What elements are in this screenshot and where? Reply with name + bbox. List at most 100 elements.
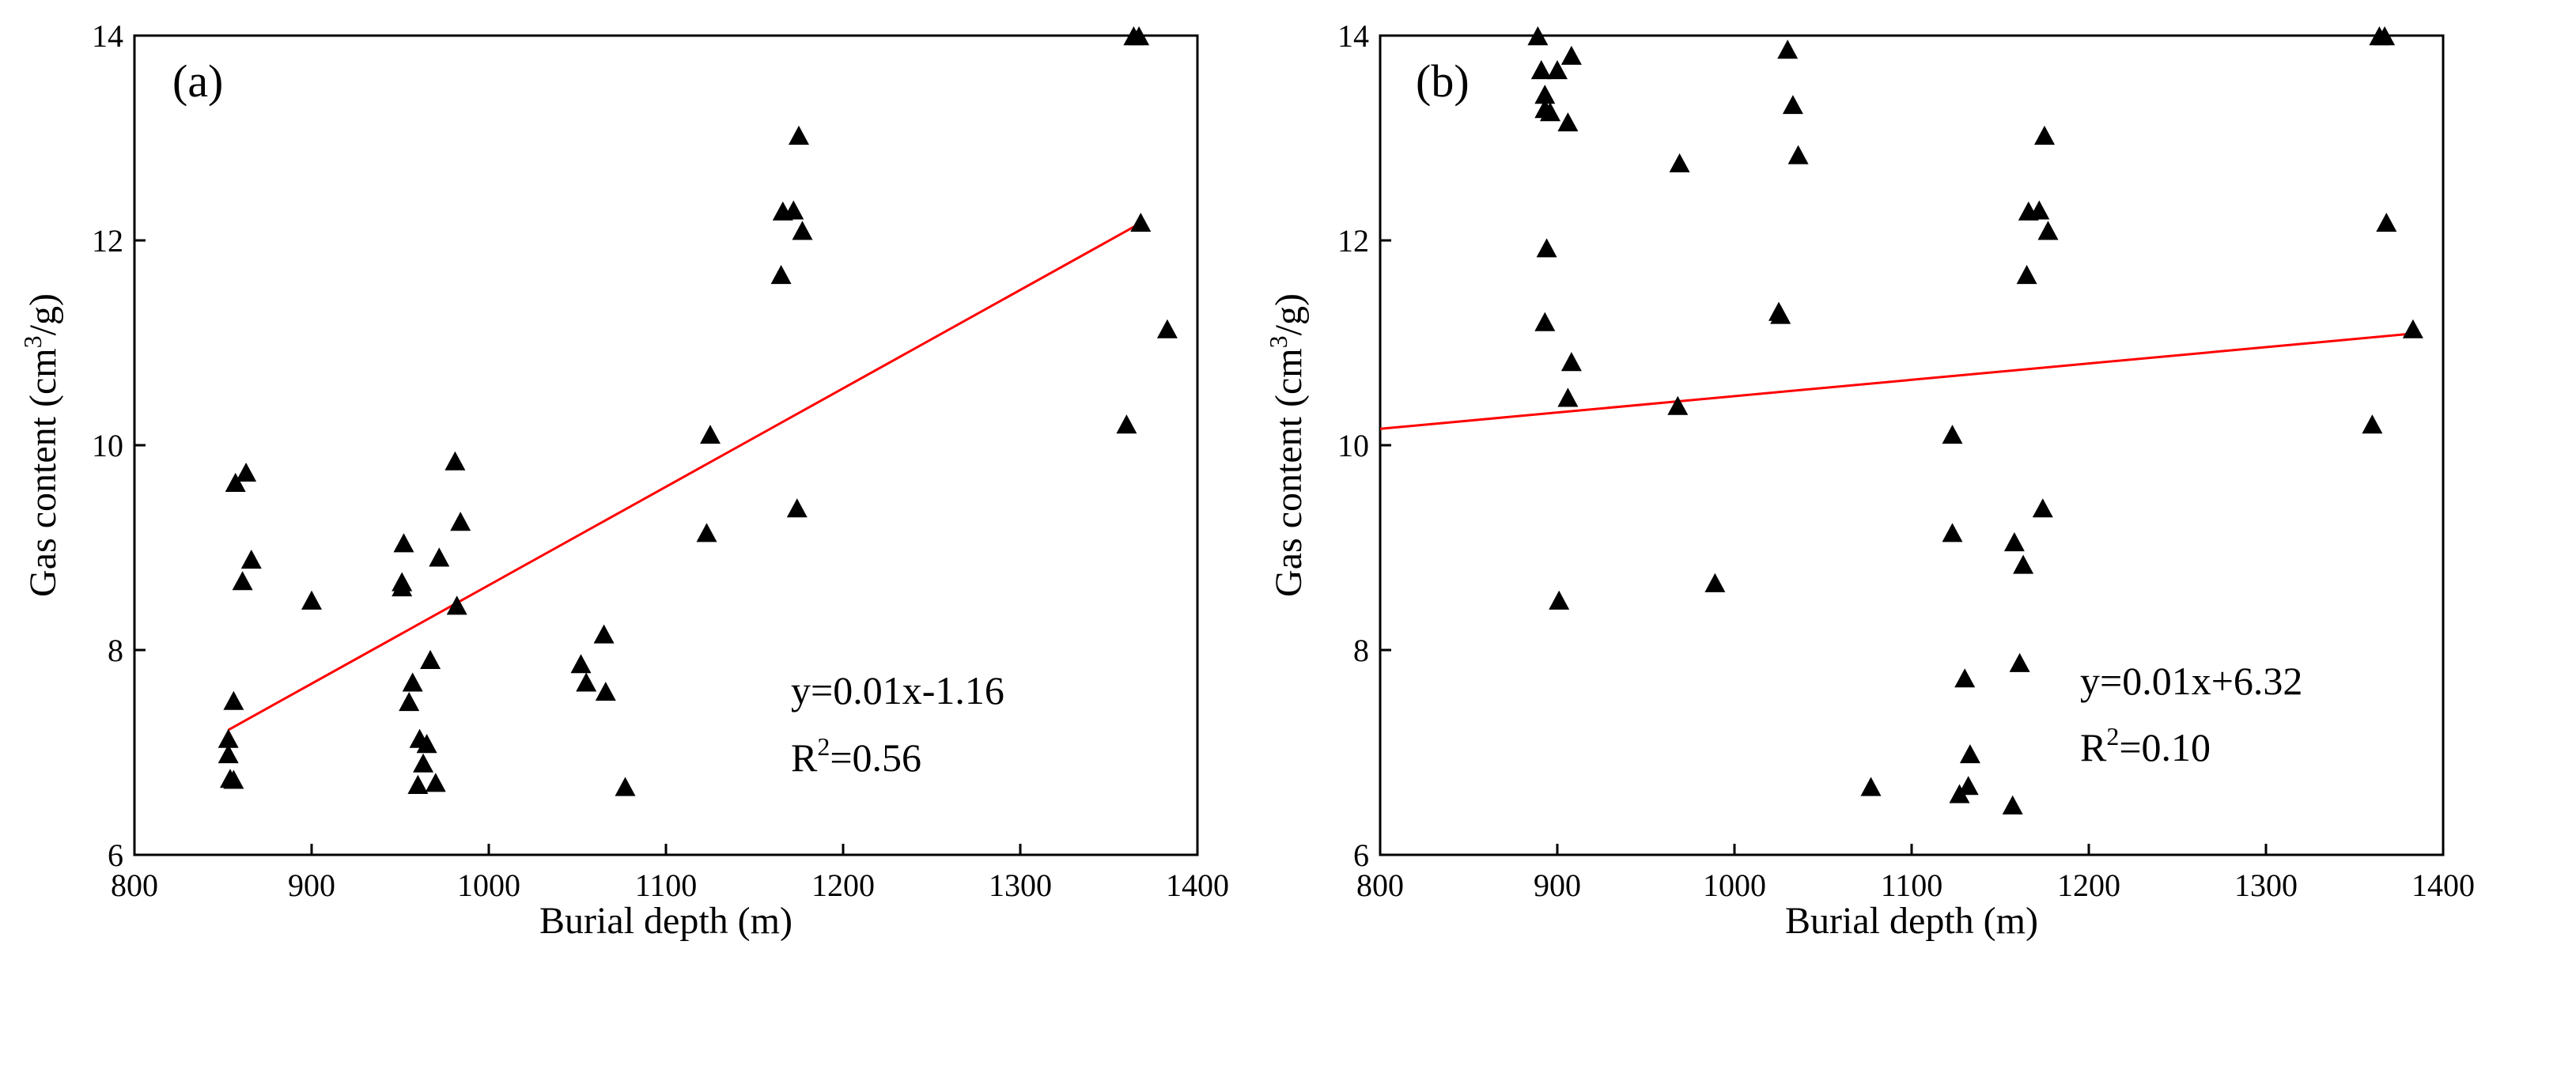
- x-tick-label: 900: [1534, 867, 1581, 903]
- data-point: [2034, 125, 2055, 145]
- data-point: [1557, 112, 1579, 132]
- r-squared-value: =0.10: [2119, 725, 2211, 769]
- y-tick-label: 10: [92, 428, 123, 463]
- data-point: [2362, 414, 2383, 434]
- data-point: [576, 672, 597, 692]
- data-point: [1669, 153, 1690, 172]
- data-point: [218, 728, 239, 748]
- data-point: [783, 200, 804, 220]
- data-point: [444, 451, 466, 471]
- data-point: [1777, 40, 1799, 59]
- r-squared-prefix: R: [791, 735, 818, 780]
- x-tick-label: 1400: [2411, 867, 2475, 903]
- data-point: [223, 690, 244, 710]
- data-point: [446, 595, 467, 615]
- data-point: [1116, 414, 1137, 434]
- data-point: [1527, 26, 1549, 46]
- data-point: [2013, 554, 2034, 574]
- data-point: [2016, 265, 2037, 285]
- data-point: [407, 774, 429, 794]
- y-axis-title: Gas content (cm3/g): [1264, 293, 1310, 597]
- data-point: [392, 572, 413, 592]
- data-point: [393, 533, 414, 553]
- data-point: [1530, 60, 1552, 80]
- data-point: [2029, 200, 2050, 220]
- data-point: [425, 773, 446, 792]
- panel-label: (b): [1416, 55, 1470, 107]
- data-point: [232, 571, 253, 591]
- data-point: [2037, 221, 2059, 240]
- y-tick-label: 6: [1353, 837, 1369, 873]
- r-squared-superscript: 2: [2106, 722, 2119, 750]
- r-squared-superscript: 2: [817, 732, 830, 761]
- data-point: [1860, 777, 1882, 796]
- x-axis-title: Burial depth (m): [1785, 900, 2038, 942]
- x-tick-label: 1000: [1703, 867, 1766, 903]
- data-point: [225, 472, 246, 492]
- data-point: [2402, 319, 2423, 338]
- x-tick-label: 1100: [1881, 867, 1943, 903]
- x-tick-label: 1300: [2234, 867, 2298, 903]
- data-point: [236, 463, 257, 482]
- data-point: [696, 523, 717, 542]
- data-point: [1560, 45, 1582, 65]
- data-point: [450, 512, 471, 531]
- data-point: [1156, 319, 1178, 338]
- data-point: [1770, 304, 1791, 324]
- data-point: [413, 753, 434, 773]
- y-axis-title-tail: /g): [1268, 293, 1310, 335]
- y-axis-title: Gas content (cm3/g): [18, 293, 64, 597]
- data-point: [429, 547, 450, 567]
- plot-area-frame: [1379, 34, 2445, 856]
- x-tick-label: 1000: [457, 867, 520, 903]
- data-point: [792, 221, 813, 240]
- data-point: [789, 125, 809, 145]
- data-point: [416, 734, 437, 754]
- fit-line-group: [1379, 332, 2414, 430]
- data-point: [1954, 668, 1976, 688]
- r-squared-label: R2=0.10: [2080, 722, 2211, 769]
- data-point: [2009, 652, 2030, 672]
- x-tick-label: 1100: [635, 867, 698, 903]
- y-tick-label: 8: [1353, 633, 1369, 668]
- data-point: [570, 654, 592, 674]
- x-axis-ticks: 800 900 1000 1100 1200 1300 1400: [1356, 844, 2475, 903]
- data-point: [1549, 590, 1570, 610]
- y-tick-label: 8: [108, 633, 123, 668]
- data-point: [1557, 387, 1579, 407]
- data-point: [1959, 744, 1980, 764]
- data-point: [1942, 425, 1963, 444]
- regression-equation: y=0.01x-1.16: [791, 668, 1004, 712]
- x-axis-ticks: 800 900 1000 1100 1200 1300 1400: [111, 844, 1229, 903]
- data-point: [1560, 352, 1582, 372]
- x-tick-label: 1200: [811, 867, 875, 903]
- y-tick-label: 14: [1337, 18, 1369, 54]
- data-point: [595, 682, 616, 701]
- data-points: [1527, 26, 2423, 815]
- r-squared-prefix: R: [2080, 725, 2107, 769]
- y-axis-title-tail: /g): [22, 293, 64, 335]
- data-point: [1547, 60, 1568, 80]
- data-points: [218, 26, 1178, 796]
- y-tick-label: 12: [92, 223, 123, 259]
- r-squared-label: R2=0.56: [791, 732, 921, 780]
- data-point: [2002, 795, 2023, 815]
- data-point: [700, 425, 721, 444]
- data-point: [1782, 95, 1803, 115]
- y-axis-title-main: Gas content (cm: [1268, 348, 1310, 597]
- x-tick-label: 1400: [1166, 867, 1229, 903]
- data-point: [770, 265, 792, 285]
- y-tick-label: 10: [1337, 428, 1369, 463]
- data-point: [1540, 102, 1560, 122]
- fit-line: [227, 221, 1142, 731]
- data-point: [2003, 532, 2025, 552]
- x-tick-label: 1200: [2057, 867, 2120, 903]
- y-axis-title-superscript: 3: [1264, 335, 1292, 348]
- data-point: [399, 692, 420, 712]
- data-point: [402, 672, 423, 692]
- data-point: [1942, 523, 1963, 542]
- data-point: [1129, 26, 1150, 46]
- data-point: [1787, 145, 1809, 164]
